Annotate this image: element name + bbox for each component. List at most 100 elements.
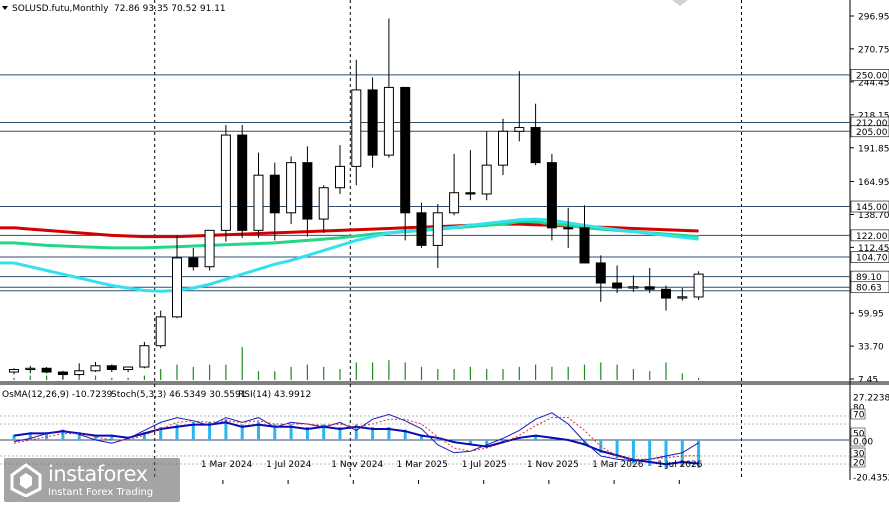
time-tick-label: 1 Nov 2024 bbox=[331, 460, 383, 470]
time-tick-label: 1 Jul 2024 bbox=[266, 460, 311, 470]
price-level-tag-label: 145.00 bbox=[856, 203, 888, 213]
candle-body bbox=[188, 257, 199, 268]
price-tick-label: 191.85 bbox=[858, 144, 889, 154]
candle-body bbox=[661, 288, 671, 299]
indicator-tick-label: 70 bbox=[853, 411, 865, 421]
candle-body bbox=[269, 174, 280, 214]
candle-body bbox=[530, 127, 541, 164]
price-level-tag-box bbox=[850, 251, 889, 263]
indicator-tick-label: 20 bbox=[853, 459, 865, 469]
plot-background bbox=[0, 0, 850, 504]
rsi-label: RSI(14) 43.9912 bbox=[238, 390, 311, 400]
price-level-tag-label: 122.00 bbox=[856, 232, 888, 242]
price-tick-label: 296.95 bbox=[858, 13, 889, 23]
candle-body bbox=[595, 262, 606, 284]
price-tick-label: 164.95 bbox=[858, 178, 889, 188]
price-tick-label: 218.15 bbox=[858, 111, 889, 121]
vertical-grid bbox=[154, 0, 742, 480]
price-level-tag-label: 250.00 bbox=[856, 71, 888, 81]
price-level-tag-box bbox=[850, 229, 889, 242]
price-level-tag-label: 212.00 bbox=[856, 119, 888, 129]
candle-body bbox=[139, 345, 150, 368]
indicator-tick-label: 27.2238 bbox=[853, 394, 889, 404]
price-level-tag-box bbox=[850, 281, 889, 294]
candle-body bbox=[628, 286, 639, 289]
instaforex-logo-icon bbox=[10, 463, 42, 497]
time-axis-ticks: 1 Mar 2024 1 Jul 2024 1 Nov 2024 1 Mar 2025… bbox=[201, 460, 703, 484]
candle-body bbox=[220, 134, 231, 231]
price-level-tag-box bbox=[850, 200, 889, 213]
candle-body bbox=[465, 192, 476, 195]
indicator-tick-box bbox=[850, 435, 866, 447]
candle-body bbox=[546, 162, 557, 229]
indicator-tick-label: 0.00 bbox=[853, 438, 873, 448]
time-tick-label: 1 Jul 2025 bbox=[462, 460, 507, 470]
stoch-label: Stoch(5,3,3) 46.5349 30.5591 bbox=[111, 390, 246, 400]
time-tick-label: 1 Mar 2024 bbox=[201, 460, 253, 470]
candle-body bbox=[644, 286, 655, 290]
price-axis-ticks: 296.95 270.75 244.45 218.15 191.85 164.95 138.… bbox=[850, 13, 889, 386]
candle-body bbox=[74, 370, 85, 376]
price-tick-label: 7.45 bbox=[858, 376, 878, 386]
indicator-tick-box bbox=[850, 456, 866, 468]
price-tick-label: 244.45 bbox=[858, 78, 889, 88]
chart-symbol: SOLUSD.futu,Monthly bbox=[12, 4, 109, 14]
price-level-tag-box bbox=[850, 125, 889, 138]
price-tick-label: 33.70 bbox=[858, 343, 884, 353]
candle-body bbox=[302, 162, 313, 220]
candle-body bbox=[318, 187, 329, 220]
candle-body bbox=[172, 257, 182, 318]
time-tick-label: 1 Mar 2025 bbox=[397, 460, 448, 470]
candle-body bbox=[579, 227, 590, 264]
candle-body bbox=[253, 174, 264, 231]
candle-body bbox=[123, 366, 134, 371]
candle-body bbox=[367, 89, 378, 156]
candle-body bbox=[481, 164, 492, 195]
candle-body bbox=[563, 227, 574, 230]
chart-ohlc: 72.86 93.35 70.52 91.11 bbox=[114, 4, 226, 14]
osma-label: OsMA(12,26,9) -10.7239 bbox=[2, 390, 113, 400]
candles bbox=[9, 18, 704, 379]
time-tick-label: 1 Mar 2026 bbox=[592, 460, 644, 470]
menu-triangle-icon[interactable] bbox=[2, 6, 8, 10]
candle-body bbox=[383, 86, 394, 156]
candle-body bbox=[286, 162, 297, 214]
time-tick-label: 1 Jul 2026 bbox=[657, 460, 702, 470]
candle-body bbox=[612, 282, 623, 289]
candle-body bbox=[449, 192, 460, 214]
candle-body bbox=[351, 89, 362, 167]
scroll-marker-icon[interactable] bbox=[672, 0, 688, 6]
candle-body bbox=[9, 369, 19, 373]
price-level-tag-label: 205.00 bbox=[856, 128, 888, 138]
indicator-pane bbox=[0, 412, 850, 469]
indicator-tick-label: 80 bbox=[853, 404, 865, 414]
price-levels bbox=[0, 74, 850, 292]
price-tick-label: 138.70 bbox=[858, 211, 889, 221]
brand-tagline: Instant Forex Trading bbox=[48, 487, 154, 498]
indicator-tick-box bbox=[850, 408, 866, 420]
candle-body bbox=[237, 134, 248, 231]
stoch-main-line bbox=[13, 412, 699, 462]
price-tick-label: 270.75 bbox=[858, 45, 889, 55]
indicator-tick-label: 30 bbox=[853, 450, 865, 460]
candle-body bbox=[400, 86, 411, 214]
brand-name: instaforex bbox=[48, 462, 148, 486]
price-level-tag-label: 80.63 bbox=[856, 284, 882, 294]
volume-bars bbox=[13, 347, 700, 380]
price-tick-label: 112.45 bbox=[858, 244, 889, 254]
candle-body bbox=[204, 229, 215, 268]
candle-body bbox=[335, 165, 345, 189]
candle-body bbox=[41, 367, 52, 373]
candle-body bbox=[677, 296, 688, 299]
candle-body bbox=[90, 365, 101, 372]
price-level-tag-label: 89.10 bbox=[856, 273, 882, 283]
candle-body bbox=[57, 371, 68, 376]
price-level-tag-label: 104.70 bbox=[856, 254, 888, 264]
indicator-tick-label: -20.4352 bbox=[853, 474, 889, 484]
candle-body bbox=[498, 130, 508, 166]
candle-body bbox=[693, 273, 704, 298]
